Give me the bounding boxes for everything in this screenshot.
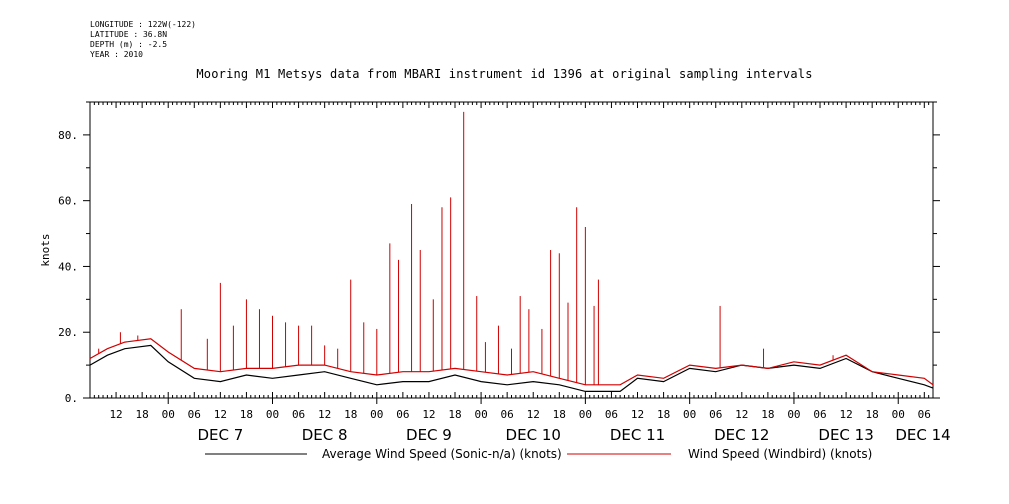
y-tick-label: 40. [58,260,78,273]
x-tick-label: 00 [683,408,696,421]
x-day-label: DEC 7 [197,426,243,444]
y-tick-label: 60. [58,195,78,208]
axis-ticks: 12 18 00 06 12 18 00 06 12 18 00 06 12 18 00 06 12 18 00 06… [58,101,951,444]
x-tick-label: 12 [214,408,227,421]
x-tick-label: 06 [918,408,931,421]
x-tick-label: 00 [266,408,279,421]
x-day-label: DEC 14 [895,426,950,444]
x-tick-label: 06 [709,408,722,421]
x-tick-label: 06 [605,408,618,421]
x-tick-label: 12 [839,408,852,421]
chart-title: Mooring M1 Metsys data from MBARI instru… [196,67,813,81]
x-day-label: DEC 12 [714,426,769,444]
y-tick-label: 20. [58,326,78,339]
x-tick-label: 00 [370,408,383,421]
x-tick-label: 06 [292,408,305,421]
x-tick-label: 12 [735,408,748,421]
x-tick-label: 06 [396,408,409,421]
x-tick-label: 06 [188,408,201,421]
x-tick-label: 00 [162,408,175,421]
x-tick-label: 06 [813,408,826,421]
legend-label-1: Wind Speed (Windbird) (knots) [688,447,872,461]
x-tick-label: 18 [761,408,774,421]
x-day-label: DEC 8 [302,426,348,444]
x-tick-label: 06 [501,408,514,421]
latitude-label: LATITUDE : 36.8N [90,30,168,39]
x-tick-label: 18 [866,408,879,421]
longitude-label: LONGITUDE : 122W(-122) [90,20,196,29]
x-tick-label: 18 [136,408,149,421]
x-tick-label: 12 [631,408,644,421]
x-day-label: DEC 11 [610,426,665,444]
depth-label: DEPTH (m) : -2.5 [90,40,168,49]
x-tick-label: 00 [474,408,487,421]
x-tick-label: 12 [527,408,540,421]
metadata-block: LONGITUDE : 122W(-122) LATITUDE : 36.8N … [90,20,196,60]
x-tick-label: 12 [318,408,331,421]
x-day-label: DEC 13 [818,426,873,444]
year-label: YEAR : 2010 [90,50,143,59]
legend-label-0: Average Wind Speed (Sonic-n/a) (knots) [322,447,562,461]
y-axis-label: knots [39,233,52,266]
x-tick-label: 00 [787,408,800,421]
series-line-1 [89,338,934,386]
x-tick-label: 18 [657,408,670,421]
legend: Average Wind Speed (Sonic-n/a) (knots) Wi… [205,447,872,461]
x-tick-label: 18 [553,408,566,421]
y-tick-label: 80. [58,129,78,142]
x-tick-label: 18 [448,408,461,421]
x-tick-label: 18 [344,408,357,421]
x-tick-label: 00 [892,408,905,421]
y-tick-label: 0. [65,392,78,405]
x-day-label: DEC 10 [506,426,561,444]
x-tick-label: 12 [422,408,435,421]
series-layer [89,111,934,392]
x-tick-label: 00 [579,408,592,421]
x-day-label: DEC 9 [406,426,452,444]
x-tick-label: 18 [240,408,253,421]
series-line-0 [89,344,934,392]
x-tick-label: 12 [109,408,122,421]
